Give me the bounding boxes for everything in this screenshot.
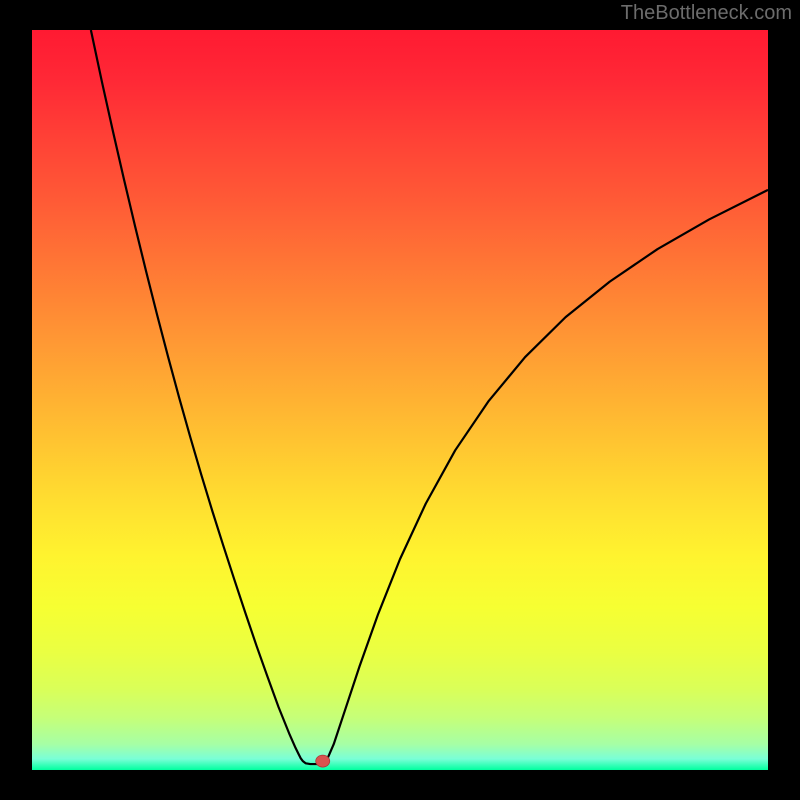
bottleneck-chart <box>0 0 800 800</box>
chart-background <box>32 30 768 770</box>
optimum-marker <box>316 755 330 767</box>
